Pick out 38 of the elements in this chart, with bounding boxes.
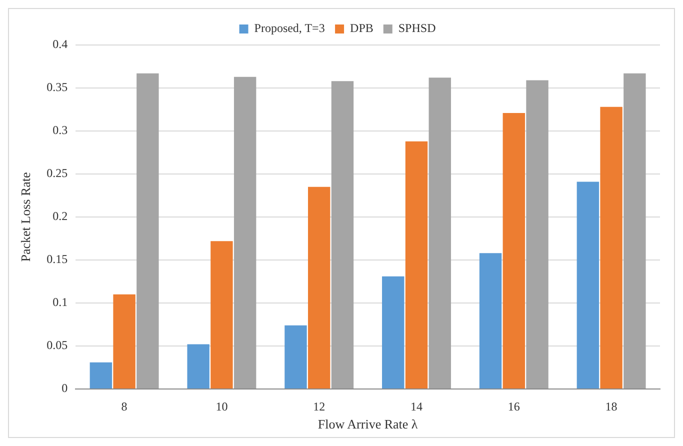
y-tick-label: 0.2: [52, 209, 68, 224]
x-tick-label: 10: [216, 399, 228, 414]
bar: [136, 73, 159, 388]
y-tick-label: 0.15: [46, 252, 68, 266]
bar: [90, 362, 112, 388]
x-tick-label: 14: [410, 399, 422, 414]
bar: [234, 76, 256, 388]
bar: [576, 182, 600, 388]
y-tick-label: 0: [62, 381, 68, 396]
legend-label: Proposed, T=3: [254, 21, 325, 36]
y-tick-label: 0.25: [46, 166, 68, 180]
bar: [526, 80, 548, 388]
bar: [624, 73, 646, 388]
y-tick-label: 0.4: [52, 37, 68, 52]
legend-label: DPB: [350, 21, 374, 36]
y-tick-label: 0.35: [46, 80, 68, 94]
legend-label: SPHSD: [398, 21, 436, 36]
x-tick-label: 12: [313, 399, 326, 414]
y-tick-label: 0.1: [52, 295, 68, 310]
bar: [210, 241, 233, 388]
bar: [308, 186, 330, 388]
bar: [331, 81, 354, 388]
bar: [405, 141, 428, 388]
y-tick-label: 0.05: [46, 338, 68, 352]
bar: [284, 325, 307, 388]
bar: [502, 112, 526, 388]
bar: [187, 344, 210, 388]
x-axis-title: Flow Arrive Rate λ: [318, 416, 418, 432]
x-tick-label: 18: [605, 399, 618, 414]
x-tick-label: 8: [121, 399, 128, 414]
y-tick-label: 0.3: [52, 123, 68, 138]
x-tick-label: 16: [508, 399, 520, 414]
bar: [382, 276, 404, 388]
bar: [428, 78, 451, 388]
y-axis-title: Packet Loss Rate: [18, 172, 34, 262]
bar: [479, 253, 502, 388]
bar: [600, 106, 622, 388]
bar: [113, 294, 136, 388]
